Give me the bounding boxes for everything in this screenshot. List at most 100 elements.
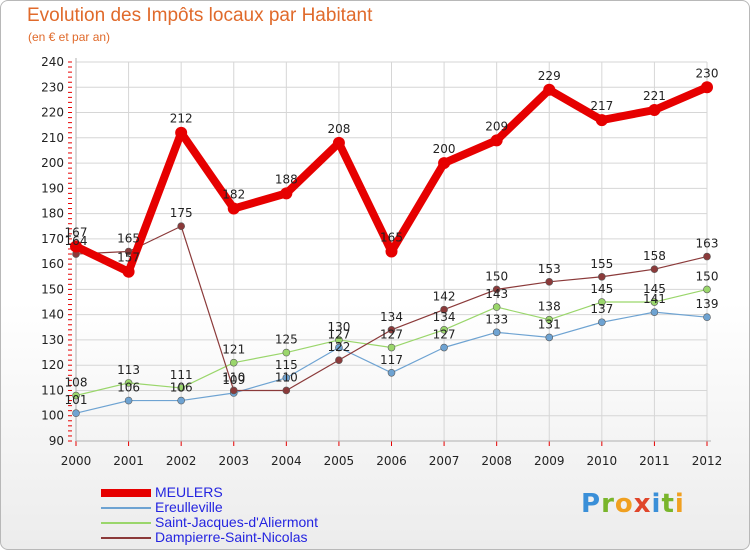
data-label: 115: [275, 358, 298, 372]
data-label: 150: [696, 269, 719, 283]
data-label: 158: [643, 249, 666, 263]
data-point: [703, 285, 711, 294]
y-tick-label: 240: [41, 55, 64, 69]
logo-letter: t: [661, 489, 675, 519]
x-tick-label: 2002: [166, 454, 197, 468]
data-label: 139: [696, 297, 719, 311]
y-tick-label: 190: [41, 181, 64, 195]
data-point: [440, 305, 448, 314]
data-point: [598, 298, 606, 306]
data-point: [72, 409, 80, 418]
data-label: 212: [170, 112, 193, 126]
data-label: 200: [433, 142, 456, 156]
x-tick-label: 2003: [218, 454, 249, 468]
data-label: 127: [433, 328, 456, 342]
data-point: [545, 315, 554, 324]
data-label: 106: [170, 381, 193, 395]
data-point: [335, 356, 343, 364]
data-point: [177, 222, 185, 231]
y-tick-label: 230: [41, 80, 64, 94]
data-point: [177, 396, 185, 405]
data-point: [492, 285, 501, 294]
data-label: 145: [643, 282, 666, 296]
data-point: [227, 202, 240, 215]
logo-letter: i: [674, 489, 685, 519]
data-point: [280, 187, 293, 200]
data-point: [387, 368, 396, 377]
x-tick-label: 2010: [587, 454, 618, 468]
y-tick-label: 200: [41, 156, 64, 170]
data-point: [703, 313, 711, 321]
data-label: 110: [222, 370, 245, 384]
data-point: [335, 343, 343, 352]
data-point: [490, 134, 503, 147]
data-point: [440, 343, 448, 352]
legend-swatch: [101, 537, 151, 539]
data-point: [282, 348, 291, 357]
data-label: 125: [275, 333, 298, 347]
y-tick-label: 170: [41, 232, 64, 246]
x-tick-label: 2011: [639, 454, 670, 468]
data-label: 157: [117, 251, 140, 265]
data-point: [701, 81, 713, 94]
data-point: [650, 308, 659, 316]
data-label: 208: [327, 122, 350, 136]
data-label: 134: [380, 310, 403, 324]
data-label: 127: [327, 328, 350, 342]
data-label: 153: [538, 262, 561, 276]
data-point: [650, 265, 659, 273]
logo-letter: x: [633, 489, 652, 519]
data-label: 109: [222, 373, 245, 387]
y-tick-label: 180: [41, 207, 64, 221]
y-tick-label: 120: [41, 358, 64, 372]
data-label: 209: [485, 119, 508, 133]
data-point: [177, 384, 185, 392]
data-point: [335, 336, 343, 344]
data-point: [438, 157, 451, 170]
data-point: [229, 358, 238, 367]
data-point: [650, 298, 659, 306]
logo-letter: r: [601, 489, 615, 519]
chart-subtitle: (en € et par an): [28, 30, 111, 44]
data-point: [229, 386, 238, 395]
logo-letter: i: [651, 489, 662, 519]
data-label: 127: [380, 328, 403, 342]
data-point: [124, 379, 133, 387]
data-point: [70, 240, 82, 253]
y-tick-label: 150: [41, 282, 64, 296]
chart-title: Evolution des Impôts locaux par Habitant: [27, 5, 373, 26]
x-tick-label: 2004: [271, 454, 302, 468]
data-point: [122, 265, 135, 278]
data-label: 167: [65, 225, 88, 239]
data-point: [175, 126, 188, 139]
y-tick-label: 100: [41, 409, 64, 423]
data-label: 145: [590, 282, 613, 296]
x-tick-label: 2008: [481, 454, 512, 468]
data-point: [282, 374, 291, 382]
logo-letter: P: [581, 489, 602, 519]
data-label: 155: [590, 257, 613, 271]
legend-label: Dampierre-Saint-Nicolas: [155, 529, 308, 545]
data-label: 141: [643, 292, 666, 306]
x-tick-label: 2005: [324, 454, 355, 468]
legend-label: Saint-Jacques-d'Aliermont: [155, 514, 318, 530]
y-tick-label: 220: [41, 106, 64, 120]
data-point: [124, 396, 133, 405]
data-label: 143: [485, 287, 508, 301]
data-label: 165: [117, 232, 140, 246]
y-tick-label: 210: [41, 131, 64, 145]
data-label: 131: [538, 317, 561, 331]
data-label: 230: [696, 66, 719, 80]
data-point: [545, 278, 554, 286]
x-tick-label: 2006: [376, 454, 407, 468]
data-point: [595, 114, 608, 127]
data-point: [385, 245, 398, 258]
legend-swatch: [101, 522, 151, 524]
data-label: 101: [65, 393, 88, 407]
x-tick-label: 2000: [61, 454, 92, 468]
data-label: 182: [222, 188, 245, 202]
data-point: [648, 104, 661, 117]
data-label: 142: [433, 290, 456, 304]
data-label: 106: [117, 381, 140, 395]
